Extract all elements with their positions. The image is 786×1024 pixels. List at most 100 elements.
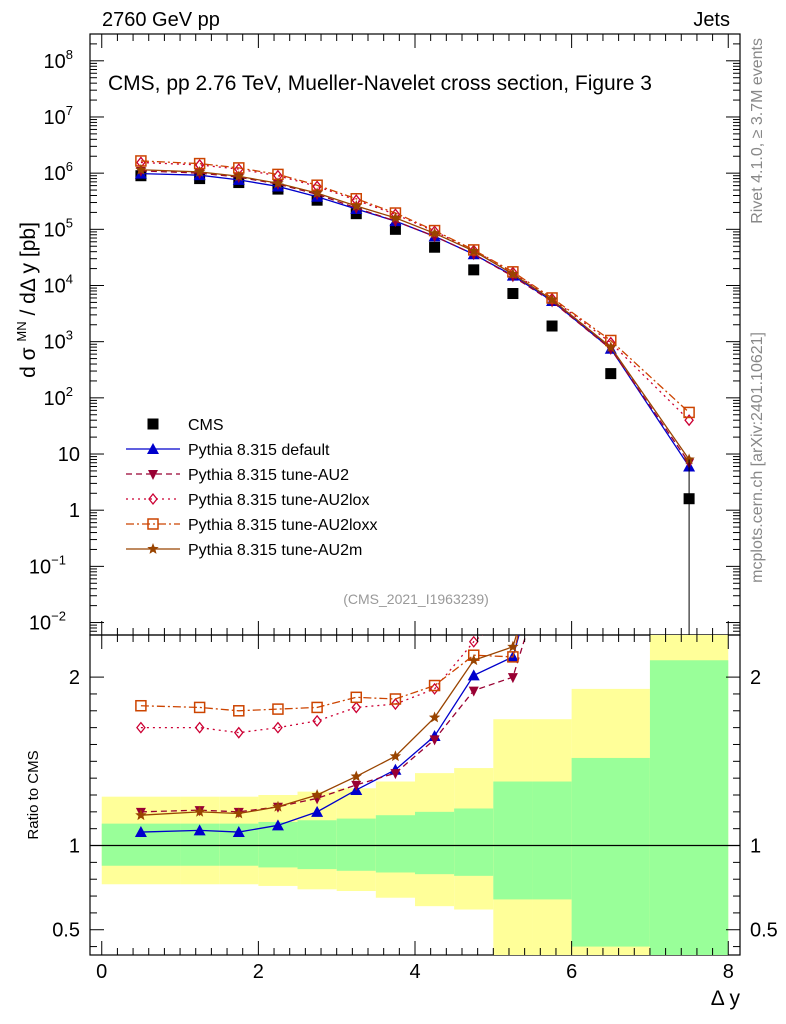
- ratio-series-3: [135, 635, 519, 717]
- ratio-y-tick-label: 1: [69, 836, 80, 858]
- data-point: [193, 166, 206, 177]
- data-point: [429, 682, 440, 695]
- y-axis-label-mn: MN: [14, 321, 29, 341]
- data-point: [135, 809, 147, 821]
- data-point: [147, 418, 159, 430]
- data-point: [311, 187, 323, 198]
- stat-band-bin: [571, 757, 650, 947]
- data-point: [605, 368, 617, 380]
- data-point: [605, 503, 617, 514]
- stat-band-bin: [375, 815, 415, 873]
- data-point: [428, 679, 441, 692]
- data-point: [271, 819, 284, 831]
- data-point: [684, 414, 694, 427]
- y-axis-label-sigma: σ: [17, 347, 40, 360]
- header-right: Jets: [693, 9, 730, 31]
- data-point: [429, 241, 441, 253]
- y-tick-label: 1: [69, 500, 80, 522]
- series-5: [135, 163, 695, 465]
- data-point: [233, 807, 245, 819]
- stat-band-bin: [415, 811, 455, 875]
- data-point: [389, 750, 402, 762]
- data-point: [311, 701, 323, 714]
- y-axis-label: d σ MN / dΔ y [pb]: [8, 222, 40, 378]
- stat-band-bin: [649, 660, 729, 955]
- data-point: [135, 163, 147, 175]
- analysis-id: (CMS_2021_I1963239): [343, 591, 489, 607]
- data-point: [683, 406, 695, 419]
- data-point: [547, 547, 557, 557]
- x-axis-label: Δ y: [711, 987, 741, 1010]
- data-point: [272, 703, 284, 715]
- data-point: [147, 518, 159, 530]
- legend-label: Pythia 8.315 tune-AU2lox: [188, 492, 369, 509]
- ratio-y-tick-label-right: 1: [750, 836, 761, 858]
- data-point: [311, 789, 323, 800]
- legend-label: Pythia 8.315 tune-AU2m: [188, 542, 362, 559]
- data-point: [272, 800, 284, 812]
- data-point: [507, 268, 519, 279]
- series-3: [136, 156, 694, 427]
- data-point: [390, 698, 401, 711]
- data-point: [273, 721, 283, 734]
- ratio-bands: [101, 635, 729, 955]
- ratio-y-tick-label: 2: [69, 667, 80, 689]
- data-point: [605, 341, 617, 352]
- data-point: [507, 288, 519, 300]
- data-point: [148, 492, 158, 506]
- data-point: [428, 227, 441, 239]
- stat-band-bin: [454, 808, 494, 876]
- data-point: [507, 651, 519, 663]
- side-label-mcplots: mcplots.cern.ch [arXiv:2401.10621]: [749, 332, 766, 583]
- data-point: [389, 693, 402, 705]
- data-point: [311, 805, 324, 817]
- data-point: [147, 443, 159, 454]
- data-point: [351, 780, 362, 791]
- legend-entry: Pythia 8.315 tune-AU2m: [126, 542, 362, 559]
- data-point: [467, 244, 480, 256]
- y-tick-label: 102: [44, 384, 73, 410]
- data-point: [147, 543, 159, 554]
- data-point: [350, 200, 362, 211]
- series-line: [140, 161, 690, 421]
- header-left: 2760 GeV pp: [102, 9, 220, 31]
- data-point: [136, 721, 146, 734]
- data-point: [350, 770, 362, 782]
- series-line: [140, 169, 690, 460]
- ratio-series: [134, 166, 694, 838]
- y-tick-label: 10: [58, 444, 80, 466]
- data-point: [233, 726, 244, 739]
- data-point: [509, 605, 517, 615]
- legend: CMS Pythia 8.315 default Pythia 8.315 tune…: [126, 417, 377, 559]
- y-tick-label: 103: [44, 328, 73, 354]
- data-point: [547, 292, 557, 305]
- legend-label: Pythia 8.315 default: [188, 442, 330, 459]
- data-point: [148, 470, 158, 480]
- data-point: [389, 223, 401, 235]
- data-point: [548, 504, 556, 514]
- y-tick-label: 10−2: [29, 609, 66, 635]
- ratio-series-4: [135, 166, 694, 821]
- data-point: [193, 701, 206, 714]
- data-point: [428, 711, 441, 723]
- data-point: [507, 640, 519, 652]
- data-point: [233, 705, 245, 717]
- data-point: [605, 503, 616, 514]
- legend-entry: Pythia 8.315 default: [126, 442, 330, 459]
- data-point: [468, 245, 480, 256]
- ratio-y-tick-label: 0.5: [52, 920, 80, 942]
- main-title: CMS, pp 2.76 TeV, Mueller-Navelet cross …: [108, 72, 652, 95]
- x-tick-label: 8: [723, 961, 734, 983]
- data-point: [312, 714, 322, 727]
- data-point: [272, 177, 284, 189]
- data-point: [429, 735, 440, 746]
- y-tick-label: 10−1: [29, 552, 66, 578]
- x-tick-label: 0: [96, 961, 107, 983]
- data-point: [683, 166, 694, 177]
- data-point: [546, 511, 558, 522]
- y-tick-label: 105: [44, 215, 73, 241]
- legend-entry: CMS: [147, 417, 224, 434]
- x-tick-label: 2: [253, 961, 264, 983]
- data-point: [468, 264, 480, 276]
